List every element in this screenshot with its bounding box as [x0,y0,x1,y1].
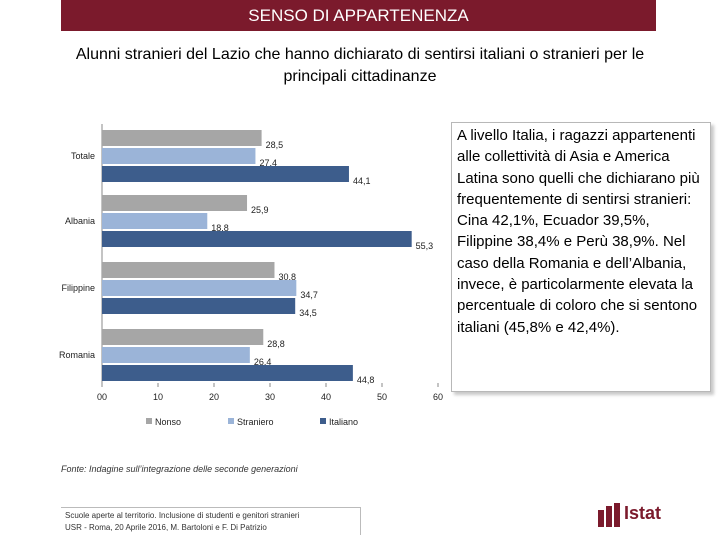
x-tick-label: 00 [97,392,107,402]
x-tick-label: 30 [265,392,275,402]
bar-italiano-totale [102,166,349,182]
header-title: SENSO DI APPARTENENZA [248,6,469,25]
x-tick-label: 50 [377,392,387,402]
bar-value-label: 27,4 [259,158,277,168]
bar-value-label: 34,5 [299,308,317,318]
x-tick-label: 10 [153,392,163,402]
legend-swatch [146,418,152,424]
bar-value-label: 18,8 [211,223,229,233]
bar-italiano-romania [102,365,353,381]
bar-value-label: 44,8 [357,375,375,385]
legend-swatch [320,418,326,424]
x-tick-label: 20 [209,392,219,402]
slide-header: SENSO DI APPARTENENZA [61,0,656,31]
legend-label: Nonso [155,417,181,427]
bar-value-label: 30,8 [278,272,296,282]
istat-logo: Istat [598,499,678,527]
bar-value-label: 55,3 [416,241,434,251]
bar-straniero-albania [102,213,208,229]
bar-value-label: 44,1 [353,176,371,186]
bar-italiano-filippine [102,298,296,314]
category-label: Totale [71,151,95,161]
bar-nonso-romania [102,329,264,345]
legend-swatch [228,418,234,424]
bar-straniero-totale [102,148,256,164]
footnote-line-2: USR - Roma, 20 Aprile 2016, M. Bartoloni… [65,523,267,532]
footnote-box: Scuole aperte al territorio. Inclusione … [61,507,361,535]
legend-label: Italiano [329,417,358,427]
bar-straniero-romania [102,347,250,363]
source-note: Fonte: Indagine sull’integrazione delle … [61,464,298,474]
bar-italiano-albania [102,231,412,247]
bar-value-label: 26,4 [254,357,272,367]
bar-value-label: 34,7 [300,290,318,300]
bar-value-label: 28,8 [267,339,285,349]
category-label: Filippine [61,283,95,293]
bar-value-label: 28,5 [266,140,284,150]
istat-logo-text: Istat [624,503,662,523]
commentary-text: A livello Italia, i ragazzi appartenenti… [457,127,700,336]
bar-nonso-albania [102,195,248,211]
x-tick-label: 60 [433,392,443,402]
commentary-box: A livello Italia, i ragazzi appartenenti… [451,122,711,392]
bar-nonso-filippine [102,262,275,278]
category-label: Romania [59,350,95,360]
footnote-line-1: Scuole aperte al territorio. Inclusione … [65,511,300,520]
bar-value-label: 25,9 [251,205,269,215]
chart-title: Alunni stranieri del Lazio che hanno dic… [75,46,645,85]
legend-label: Straniero [237,417,274,427]
x-tick-label: 40 [321,392,331,402]
bar-chart: 28,5 27,4 44,1 Totale 25,9 18,8 55,3 Albania 30,… [59,124,443,427]
category-label: Albania [65,216,95,226]
istat-logo-icon [598,503,620,527]
bar-nonso-totale [102,130,262,146]
bar-straniero-filippine [102,280,297,296]
